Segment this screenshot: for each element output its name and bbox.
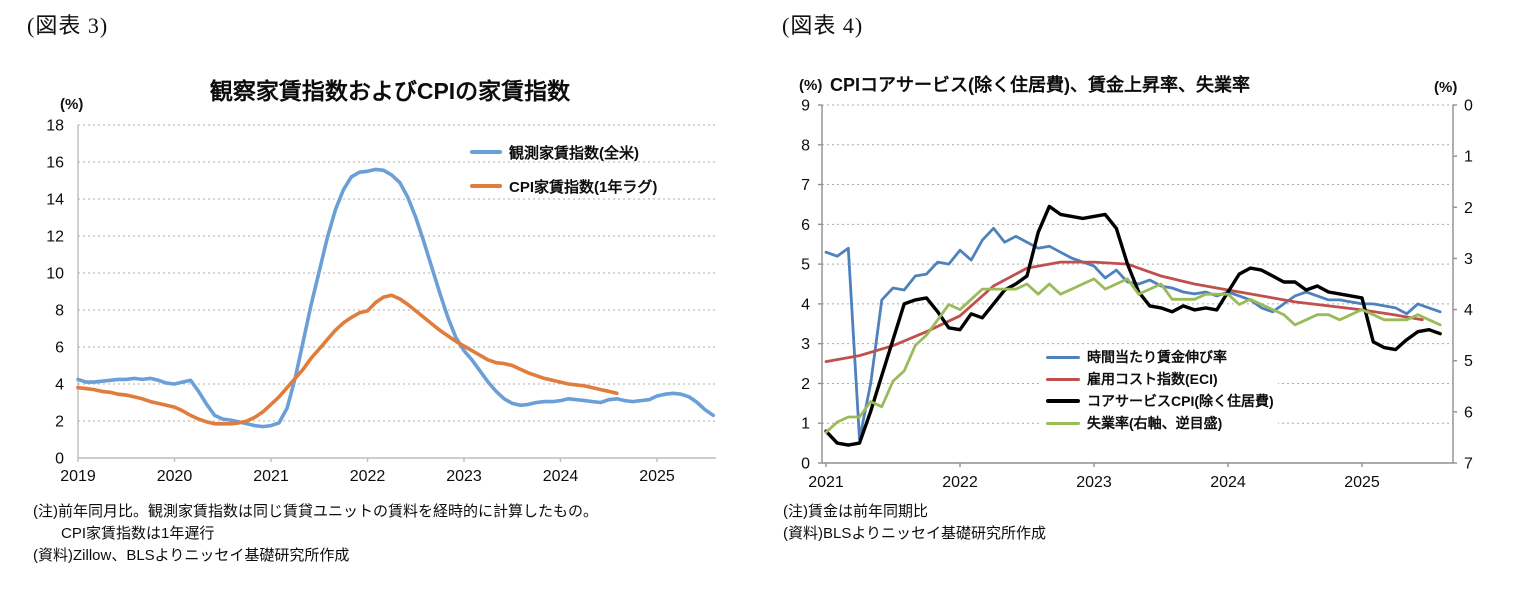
svg-text:2021: 2021 (808, 474, 844, 491)
legend-item-eci: 雇用コスト指数(ECI) (1046, 369, 1274, 389)
svg-text:4: 4 (55, 377, 64, 394)
svg-text:12: 12 (46, 229, 64, 246)
svg-text:2023: 2023 (1076, 474, 1112, 491)
legend-label: 時間当たり賃金伸び率 (1087, 349, 1227, 365)
svg-text:2024: 2024 (1210, 474, 1246, 491)
legend-label: 観測家賃指数(全米) (509, 144, 639, 162)
svg-text:0: 0 (55, 451, 64, 468)
line-swatch-icon (470, 150, 502, 154)
svg-text:0: 0 (801, 456, 810, 473)
figure3-left-axis-unit: (%) (60, 96, 84, 113)
svg-text:4: 4 (1464, 302, 1473, 319)
svg-text:2020: 2020 (157, 468, 193, 485)
svg-text:0: 0 (1464, 98, 1473, 115)
svg-text:1: 1 (1464, 149, 1473, 166)
svg-text:14: 14 (46, 192, 64, 209)
svg-text:5: 5 (1464, 353, 1473, 370)
svg-text:16: 16 (46, 155, 64, 172)
svg-text:2: 2 (801, 376, 810, 393)
line-swatch-icon (1046, 399, 1080, 403)
figure3-tag: (図表 3) (27, 13, 109, 38)
line-swatch-icon (1046, 421, 1080, 425)
figure4-notes: (注)賃金は前年同期比 (資料)BLSよりニッセイ基礎研究所作成 (783, 501, 1046, 545)
svg-text:10: 10 (46, 266, 64, 283)
svg-text:2025: 2025 (1344, 474, 1380, 491)
figure3-legend: 観測家賃指数(全米) CPI家賃指数(1年ラグ) (470, 141, 657, 209)
legend-label: 雇用コスト指数(ECI) (1087, 371, 1218, 387)
svg-text:7: 7 (1464, 456, 1473, 473)
figure3-title: 観察家賃指数およびCPIの家賃指数 (209, 78, 571, 104)
svg-text:2: 2 (1464, 200, 1473, 217)
note-line: (注)賃金は前年同期比 (783, 503, 928, 520)
figure4-tag: (図表 4) (782, 13, 864, 38)
line-swatch-icon (1046, 377, 1080, 381)
svg-text:2: 2 (55, 414, 64, 431)
svg-text:3: 3 (801, 336, 810, 353)
figure4-title: CPIコアサービス(除く住居費)、賃金上昇率、失業率 (830, 75, 1250, 95)
legend-item-hourly-wage: 時間当たり賃金伸び率 (1046, 347, 1274, 367)
svg-text:4: 4 (801, 296, 810, 313)
line-swatch-icon (1046, 355, 1080, 359)
legend-label: CPI家賃指数(1年ラグ) (509, 178, 658, 196)
svg-text:7: 7 (801, 177, 810, 194)
legend-item-observed-rent: 観測家賃指数(全米) (470, 141, 657, 163)
svg-text:2022: 2022 (350, 468, 386, 485)
svg-text:8: 8 (801, 137, 810, 154)
note-line: (注)前年同月比。観測家賃指数は同じ賃貸ユニットの賃料を経時的に計算したもの。 (33, 503, 598, 520)
note-line: CPI家賃指数は1年遅行 (61, 525, 215, 542)
figure3-notes: (注)前年同月比。観測家賃指数は同じ賃貸ユニットの賃料を経時的に計算したもの。 … (33, 501, 598, 567)
svg-text:2022: 2022 (942, 474, 978, 491)
svg-text:8: 8 (55, 303, 64, 320)
svg-text:3: 3 (1464, 251, 1473, 268)
svg-text:6: 6 (801, 217, 810, 234)
svg-text:2025: 2025 (639, 468, 675, 485)
svg-text:9: 9 (801, 98, 810, 115)
legend-item-core-services-cpi: コアサービスCPI(除く住居費) (1046, 391, 1274, 411)
svg-text:6: 6 (1464, 404, 1473, 421)
figure4-right-axis-unit: (%) (1434, 79, 1458, 96)
figure4-left-axis-unit: (%) (799, 77, 823, 94)
legend-label: 失業率(右軸、逆目盛) (1087, 415, 1223, 431)
svg-text:6: 6 (55, 340, 64, 357)
legend-label: コアサービスCPI(除く住居費) (1087, 393, 1274, 409)
legend-item-unemployment: 失業率(右軸、逆目盛) (1046, 413, 1274, 433)
svg-text:2023: 2023 (446, 468, 482, 485)
svg-text:2019: 2019 (60, 468, 96, 485)
svg-text:2024: 2024 (543, 468, 579, 485)
svg-text:2021: 2021 (253, 468, 289, 485)
figure4-legend: 時間当たり賃金伸び率 雇用コスト指数(ECI) コアサービスCPI(除く住居費)… (1042, 346, 1278, 436)
svg-text:18: 18 (46, 118, 64, 135)
legend-item-cpi-rent: CPI家賃指数(1年ラグ) (470, 175, 657, 197)
svg-text:1: 1 (801, 416, 810, 433)
note-line: (資料)Zillow、BLSよりニッセイ基礎研究所作成 (33, 547, 350, 564)
svg-text:5: 5 (801, 257, 810, 274)
line-swatch-icon (470, 184, 502, 188)
note-line: (資料)BLSよりニッセイ基礎研究所作成 (783, 525, 1047, 542)
